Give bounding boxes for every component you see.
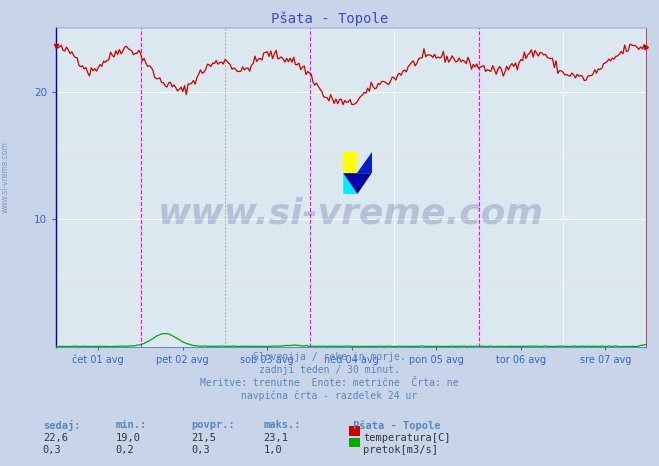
Text: temperatura[C]: temperatura[C] — [363, 433, 451, 443]
Text: www.si-vreme.com: www.si-vreme.com — [1, 141, 10, 213]
Text: Meritve: trenutne  Enote: metrične  Črta: ne: Meritve: trenutne Enote: metrične Črta: … — [200, 378, 459, 388]
Text: min.:: min.: — [115, 420, 146, 430]
Text: Pšata - Topole: Pšata - Topole — [271, 12, 388, 26]
Text: 0,3: 0,3 — [191, 445, 210, 454]
Text: Pšata - Topole: Pšata - Topole — [353, 420, 440, 431]
Text: 23,1: 23,1 — [264, 433, 289, 443]
Polygon shape — [343, 173, 357, 194]
Polygon shape — [357, 152, 372, 173]
Text: 0,3: 0,3 — [43, 445, 61, 454]
Text: 22,6: 22,6 — [43, 433, 68, 443]
Text: navpična črta - razdelek 24 ur: navpična črta - razdelek 24 ur — [241, 391, 418, 402]
Text: zadnji teden / 30 minut.: zadnji teden / 30 minut. — [259, 365, 400, 375]
Text: Slovenija / reke in morje.: Slovenija / reke in morje. — [253, 352, 406, 362]
Text: 19,0: 19,0 — [115, 433, 140, 443]
Text: 0,2: 0,2 — [115, 445, 134, 454]
Text: pretok[m3/s]: pretok[m3/s] — [363, 445, 438, 454]
Text: 21,5: 21,5 — [191, 433, 216, 443]
Bar — [343, 152, 357, 173]
Text: 1,0: 1,0 — [264, 445, 282, 454]
Text: sedaj:: sedaj: — [43, 420, 80, 432]
Text: maks.:: maks.: — [264, 420, 301, 430]
Text: www.si-vreme.com: www.si-vreme.com — [158, 196, 544, 230]
Text: povpr.:: povpr.: — [191, 420, 235, 430]
Polygon shape — [343, 173, 372, 194]
